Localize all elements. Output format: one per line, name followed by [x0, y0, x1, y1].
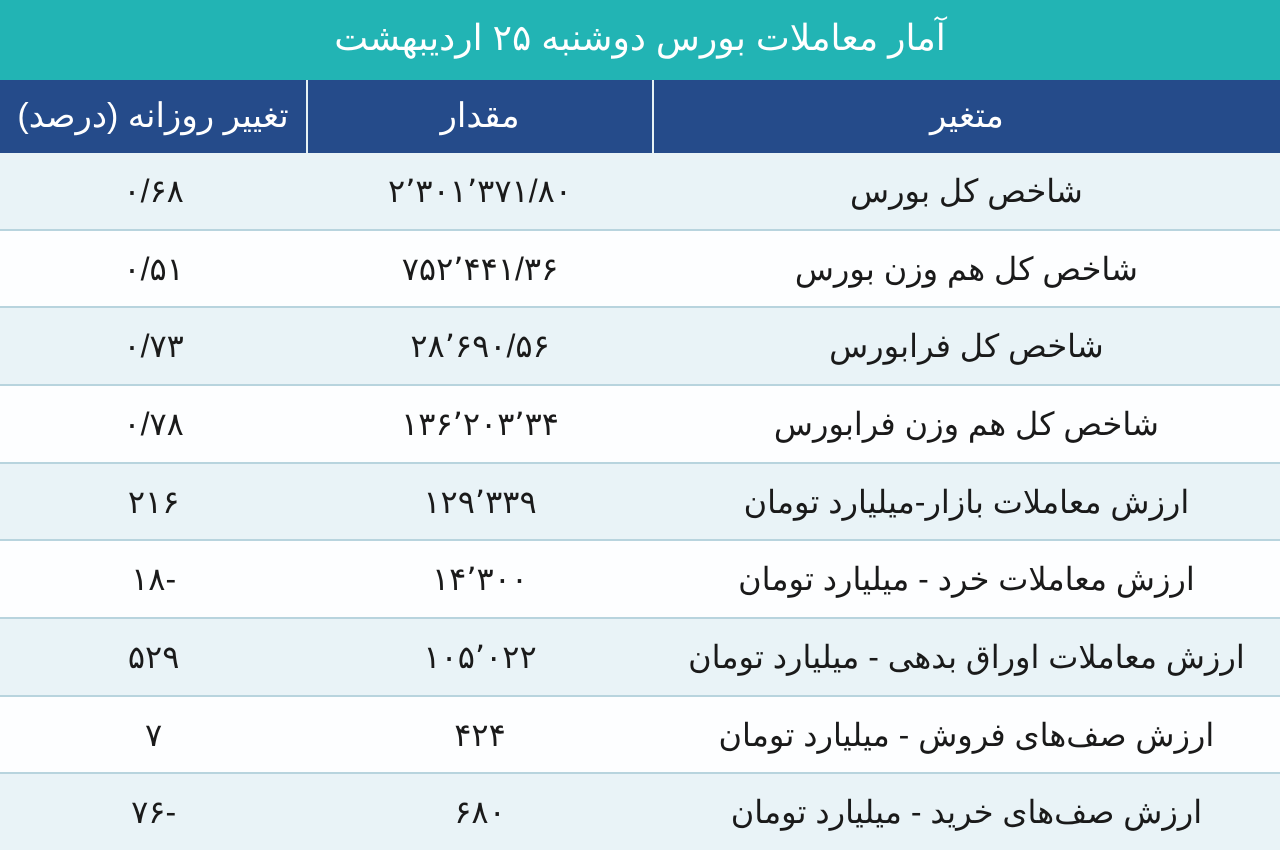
table-header-row: متغیر مقدار تغییر روزانه (درصد) [0, 80, 1280, 154]
table-row: ارزش صف‌های فروش - میلیارد تومان۴۲۴۷ [0, 696, 1280, 774]
table-row: شاخص کل هم وزن فرابورس۱۳۶٬۲۰۳٬۳۴۰/۷۸ [0, 385, 1280, 463]
cell-change: ۷ [0, 696, 307, 774]
column-header-value: مقدار [307, 80, 653, 154]
table-row: شاخص کل هم وزن بورس۷۵۲٬۴۴۱/۳۶۰/۵۱ [0, 230, 1280, 308]
table-row: ارزش معاملات خرد - میلیارد تومان۱۴٬۳۰۰-۱… [0, 540, 1280, 618]
cell-value: ۱۴٬۳۰۰ [307, 540, 653, 618]
cell-change: ۰/۷۳ [0, 307, 307, 385]
cell-value: ۴۲۴ [307, 696, 653, 774]
column-header-variable: متغیر [653, 80, 1280, 154]
cell-variable: ارزش صف‌های خرید - میلیارد تومان [653, 773, 1280, 850]
cell-variable: شاخص کل بورس [653, 153, 1280, 230]
cell-value: ۲٬۳۰۱٬۳۷۱/۸۰ [307, 153, 653, 230]
cell-change: -۱۸ [0, 540, 307, 618]
column-header-change: تغییر روزانه (درصد) [0, 80, 307, 154]
table-body: شاخص کل بورس۲٬۳۰۱٬۳۷۱/۸۰۰/۶۸شاخص کل هم و… [0, 153, 1280, 850]
cell-value: ۱۲۹٬۳۳۹ [307, 463, 653, 541]
cell-variable: ارزش معاملات خرد - میلیارد تومان [653, 540, 1280, 618]
cell-value: ۲۸٬۶۹۰/۵۶ [307, 307, 653, 385]
table-row: شاخص کل فرابورس۲۸٬۶۹۰/۵۶۰/۷۳ [0, 307, 1280, 385]
table-row: ارزش صف‌های خرید - میلیارد تومان۶۸۰-۷۶ [0, 773, 1280, 850]
cell-value: ۱۰۵٬۰۲۲ [307, 618, 653, 696]
cell-change: ۰/۶۸ [0, 153, 307, 230]
cell-variable: ارزش صف‌های فروش - میلیارد تومان [653, 696, 1280, 774]
cell-variable: شاخص کل هم وزن بورس [653, 230, 1280, 308]
cell-change: ۲۱۶ [0, 463, 307, 541]
cell-value: ۷۵۲٬۴۴۱/۳۶ [307, 230, 653, 308]
stock-stats-table: آمار معاملات بورس دوشنبه ۲۵ اردیبهشت متغ… [0, 0, 1280, 850]
table-row: شاخص کل بورس۲٬۳۰۱٬۳۷۱/۸۰۰/۶۸ [0, 153, 1280, 230]
cell-change: -۷۶ [0, 773, 307, 850]
cell-variable: ارزش معاملات اوراق بدهی - میلیارد تومان [653, 618, 1280, 696]
table-title: آمار معاملات بورس دوشنبه ۲۵ اردیبهشت [0, 0, 1280, 80]
cell-change: ۵۲۹ [0, 618, 307, 696]
cell-variable: شاخص کل فرابورس [653, 307, 1280, 385]
cell-value: ۱۳۶٬۲۰۳٬۳۴ [307, 385, 653, 463]
table-title-row: آمار معاملات بورس دوشنبه ۲۵ اردیبهشت [0, 0, 1280, 80]
cell-variable: ارزش معاملات بازار-میلیارد تومان [653, 463, 1280, 541]
table-row: ارزش معاملات اوراق بدهی - میلیارد تومان۱… [0, 618, 1280, 696]
cell-change: ۰/۵۱ [0, 230, 307, 308]
cell-value: ۶۸۰ [307, 773, 653, 850]
cell-variable: شاخص کل هم وزن فرابورس [653, 385, 1280, 463]
table-row: ارزش معاملات بازار-میلیارد تومان۱۲۹٬۳۳۹۲… [0, 463, 1280, 541]
cell-change: ۰/۷۸ [0, 385, 307, 463]
